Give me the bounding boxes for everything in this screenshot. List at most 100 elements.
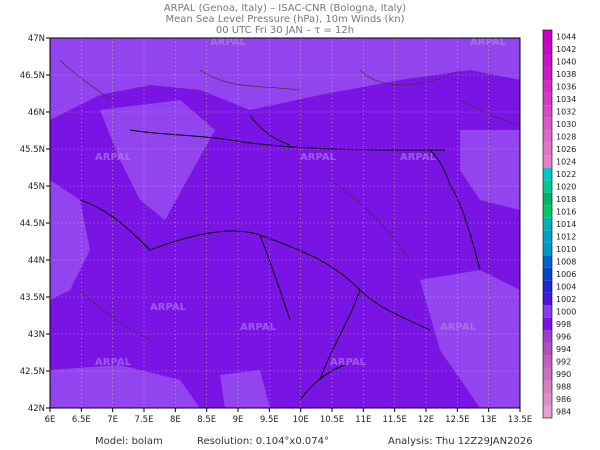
colorbar-label: 984	[556, 408, 571, 417]
pressure-region	[50, 38, 520, 120]
colorbar-label: 1044	[556, 32, 576, 41]
lon-label: 10.5E	[320, 415, 344, 425]
lat-label: 43.5N	[20, 293, 45, 303]
colorbar-label: 1038	[556, 70, 576, 79]
colorbar-label: 1008	[556, 258, 576, 267]
lat-label: 46N	[28, 108, 45, 118]
lat-label: 43N	[28, 330, 45, 340]
grid	[50, 38, 520, 408]
colorbar-label: 1010	[556, 245, 576, 254]
watermarks: ARPAL ARPAL ARPAL ARPAL ARPAL ARPAL ARPAL ARPAL…	[95, 37, 507, 368]
lat-label: 42N	[28, 404, 45, 414]
title-line: 00 UTC Fri 30 JAN – τ = 12h	[216, 25, 354, 36]
lon-label: 12.5E	[445, 415, 469, 425]
colorbar-swatch	[543, 42, 552, 56]
colorbar-swatch	[543, 230, 552, 243]
colorbar-swatch	[543, 80, 552, 93]
lon-label: 9E	[233, 415, 244, 425]
colorbar-label: 1006	[556, 270, 576, 279]
lon-label: 11E	[355, 415, 371, 425]
colorbar-label: 1022	[556, 170, 576, 179]
lon-label: 6.5E	[72, 415, 91, 425]
map-area: ARPAL ARPAL ARPAL ARPAL ARPAL ARPAL ARPAL ARPAL…	[49, 37, 521, 409]
colorbar-label: 1040	[556, 57, 576, 66]
watermark: ARPAL	[400, 152, 437, 163]
lon-label: 10E	[293, 415, 309, 425]
lat-label: 44N	[28, 256, 45, 266]
colorbar-swatch	[543, 180, 552, 193]
colorbar-label: 1018	[556, 195, 576, 204]
colorbar-label: 998	[556, 320, 571, 329]
colorbar-swatch	[543, 92, 552, 106]
lon-label: 9.5E	[260, 415, 279, 425]
region-border	[59, 59, 521, 341]
lat-label: 47N	[28, 34, 45, 44]
colorbar-label: 986	[556, 395, 571, 404]
colorbar-label: 994	[556, 345, 571, 354]
lon-label: 7E	[107, 415, 118, 425]
colorbar-swatch	[543, 130, 552, 143]
colorbar-label: 1004	[556, 283, 576, 292]
colorbar-swatch	[543, 205, 552, 218]
title-line: Mean Sea Level Pressure (hPa), 10m Winds…	[166, 14, 405, 25]
lon-label: 13.5E	[508, 415, 532, 425]
lat-label: 46.5N	[20, 71, 45, 81]
watermark: ARPAL	[470, 37, 507, 48]
colorbar-label: 1024	[556, 157, 576, 166]
pressure-region	[220, 370, 270, 408]
lon-label: 11.5E	[383, 415, 407, 425]
colorbar-label: 1020	[556, 182, 576, 191]
pressure-region	[420, 270, 520, 408]
lat-label: 42.5N	[20, 367, 45, 377]
colorbar-swatch	[543, 117, 552, 131]
watermark: ARPAL	[330, 357, 367, 368]
lon-label: 6E	[45, 415, 56, 425]
colorbar-label: 1016	[556, 207, 576, 216]
colorbar-swatch	[543, 305, 552, 318]
lon-label: 13E	[481, 415, 497, 425]
colorbar-label: 988	[556, 383, 571, 392]
watermark: ARPAL	[440, 322, 477, 333]
colorbar-swatch	[543, 255, 552, 268]
lon-label: 8E	[170, 415, 181, 425]
watermark: ARPAL	[240, 322, 277, 333]
coastline-border	[79, 114, 481, 401]
lat-label: 45N	[28, 182, 45, 192]
colorbar-swatch	[543, 167, 552, 181]
colorbar-label: 1000	[556, 308, 576, 317]
colorbar-label: 1030	[556, 120, 576, 129]
colorbar-label: 1036	[556, 82, 576, 91]
colorbar-swatch	[543, 267, 552, 281]
title-line: ARPAL (Genoa, Italy) – ISAC-CNR (Bologna…	[164, 3, 406, 14]
pressure-region	[50, 180, 90, 300]
colorbar-label: 1032	[556, 107, 576, 116]
colorbar-swatch	[543, 217, 552, 231]
colorbar-label: 1026	[556, 145, 576, 154]
lon-label: 12E	[418, 415, 434, 425]
colorbar-swatch	[543, 155, 552, 168]
colorbar-swatch	[543, 67, 552, 81]
watermark: ARPAL	[210, 37, 247, 48]
colorbar-swatch	[543, 330, 552, 343]
footer-model: Model: bolam	[95, 436, 163, 447]
colorbar-swatch	[543, 292, 552, 306]
colorbar-label: 1014	[556, 220, 576, 229]
colorbar: 1044 1042 1040 1038 1036 1034 1032 1030 1028 1026…	[542, 29, 576, 419]
colorbar-swatch	[543, 342, 552, 356]
colorbar-label: 1042	[556, 45, 576, 54]
colorbar-swatch	[543, 392, 552, 406]
colorbar-swatch	[543, 192, 552, 206]
colorbar-swatch	[543, 105, 552, 118]
colorbar-label: 1012	[556, 233, 576, 242]
colorbar-swatch	[543, 367, 552, 381]
footer-resolution: Resolution: 0.104°x0.074°	[197, 436, 329, 447]
lat-label: 45.5N	[20, 145, 45, 155]
colorbar-swatch	[543, 30, 552, 43]
colorbar-label: 990	[556, 370, 571, 379]
colorbar-swatch	[543, 355, 552, 368]
colorbar-label: 996	[556, 333, 571, 342]
colorbar-label: 992	[556, 358, 571, 367]
lat-label: 44.5N	[20, 219, 45, 229]
